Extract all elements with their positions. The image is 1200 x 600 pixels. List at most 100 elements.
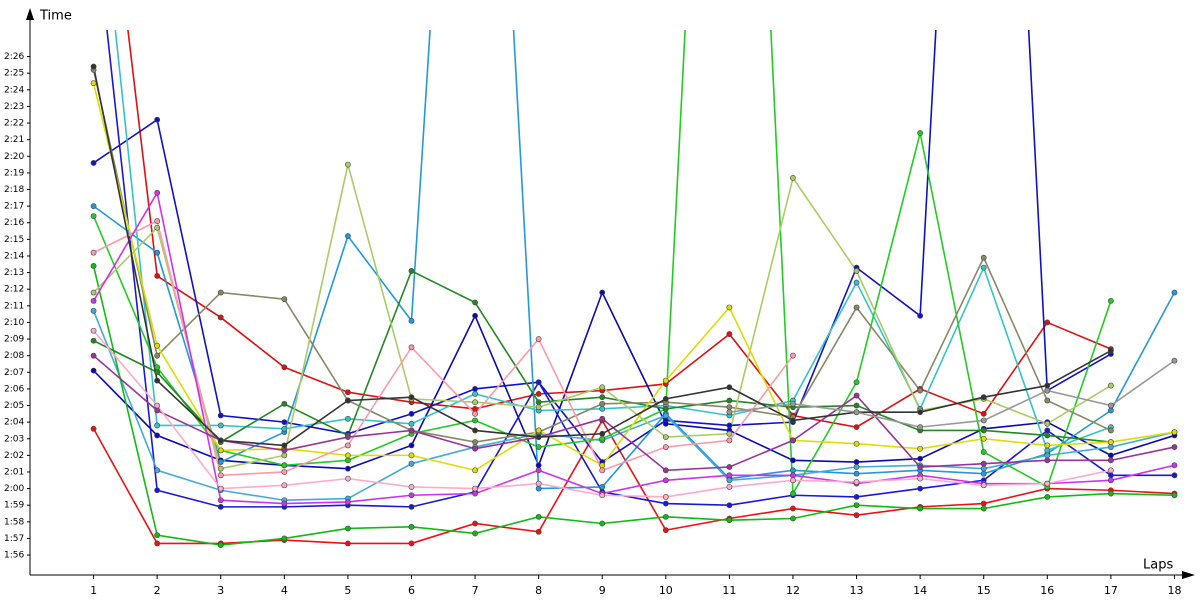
point bbox=[535, 480, 542, 487]
point bbox=[790, 477, 796, 484]
point bbox=[217, 503, 224, 510]
x-axis-label: Laps bbox=[1143, 558, 1173, 573]
point bbox=[726, 404, 733, 411]
point bbox=[853, 424, 860, 431]
point bbox=[154, 422, 161, 429]
y-tick-label: 2:20 bbox=[4, 152, 24, 162]
series-line bbox=[93, 290, 1175, 470]
point bbox=[535, 336, 542, 342]
x-tick-label: 15 bbox=[977, 584, 991, 597]
point bbox=[408, 427, 415, 434]
point bbox=[599, 289, 606, 296]
point bbox=[726, 502, 733, 509]
point bbox=[345, 540, 351, 547]
point bbox=[154, 249, 161, 256]
point bbox=[790, 400, 796, 407]
point bbox=[472, 439, 478, 445]
point bbox=[408, 410, 415, 417]
point bbox=[154, 407, 161, 414]
point bbox=[281, 482, 288, 489]
series-line bbox=[92, 190, 1175, 505]
point bbox=[154, 377, 161, 384]
y-tick-label: 2:07 bbox=[4, 368, 24, 378]
point bbox=[662, 477, 669, 484]
point bbox=[1107, 407, 1114, 414]
point bbox=[853, 268, 860, 274]
point bbox=[917, 409, 924, 416]
point bbox=[345, 397, 351, 404]
point bbox=[1044, 494, 1051, 500]
point bbox=[980, 427, 987, 434]
point bbox=[662, 467, 669, 474]
point bbox=[599, 492, 606, 499]
series-line bbox=[93, 355, 1175, 472]
point bbox=[917, 505, 924, 512]
point bbox=[726, 484, 733, 490]
point bbox=[917, 424, 924, 431]
point bbox=[1044, 447, 1051, 454]
point bbox=[345, 465, 351, 472]
point bbox=[790, 467, 796, 474]
point bbox=[726, 430, 733, 437]
point bbox=[853, 304, 860, 311]
x-tick-label: 2 bbox=[154, 584, 161, 597]
point bbox=[345, 442, 351, 449]
point bbox=[90, 249, 97, 256]
point bbox=[472, 390, 478, 397]
point bbox=[217, 289, 224, 296]
point bbox=[345, 452, 351, 459]
y-tick-label: 1:59 bbox=[4, 501, 24, 511]
point bbox=[917, 464, 924, 470]
point bbox=[853, 379, 860, 386]
y-tick-label: 1:58 bbox=[4, 517, 24, 527]
point bbox=[408, 540, 415, 547]
point bbox=[90, 307, 97, 314]
point bbox=[1107, 467, 1114, 474]
point bbox=[281, 535, 288, 542]
point bbox=[599, 484, 606, 490]
point bbox=[599, 462, 606, 469]
point bbox=[217, 437, 224, 444]
x-tick-label: 18 bbox=[1167, 584, 1181, 597]
point bbox=[790, 417, 796, 424]
point bbox=[1044, 420, 1051, 427]
series-line bbox=[93, 30, 1176, 490]
series-line bbox=[729, 360, 1175, 428]
point bbox=[408, 484, 415, 490]
point bbox=[726, 437, 733, 444]
point bbox=[90, 213, 97, 219]
point bbox=[408, 460, 415, 467]
y-axis-arrow bbox=[26, 8, 34, 20]
y-tick-label: 2:21 bbox=[4, 135, 24, 145]
y-tick-label: 2:16 bbox=[4, 218, 24, 228]
point bbox=[917, 387, 924, 394]
point bbox=[599, 430, 606, 437]
point bbox=[217, 497, 224, 504]
point bbox=[917, 445, 924, 452]
point bbox=[1107, 444, 1114, 450]
point bbox=[472, 299, 478, 306]
point bbox=[1107, 297, 1114, 304]
point bbox=[345, 233, 351, 239]
point bbox=[917, 475, 924, 482]
y-tick-label: 2:06 bbox=[4, 384, 24, 394]
y-tick-label: 2:25 bbox=[4, 69, 24, 79]
y-tick-label: 2:10 bbox=[4, 318, 24, 328]
point bbox=[599, 520, 606, 527]
point bbox=[1044, 387, 1051, 394]
point bbox=[980, 435, 987, 442]
point bbox=[90, 337, 97, 344]
point bbox=[1044, 427, 1051, 434]
y-tick-label: 2:13 bbox=[4, 268, 24, 278]
point bbox=[662, 513, 669, 520]
point bbox=[281, 425, 288, 432]
point bbox=[726, 477, 733, 484]
x-tick-label: 16 bbox=[1040, 584, 1054, 597]
point bbox=[662, 395, 669, 402]
point bbox=[980, 482, 987, 489]
y-tick-label: 2:24 bbox=[4, 85, 24, 95]
x-tick-label: 17 bbox=[1104, 584, 1118, 597]
point bbox=[599, 467, 606, 474]
point bbox=[1044, 480, 1051, 487]
